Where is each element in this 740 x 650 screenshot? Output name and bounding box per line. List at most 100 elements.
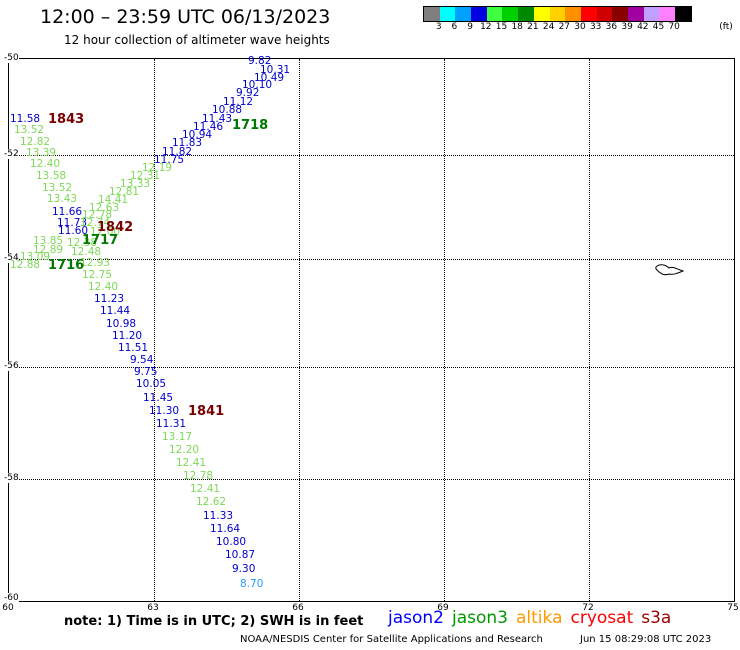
legend-label: 42 [637, 22, 649, 32]
satellite-name: jason2 [388, 608, 444, 628]
wave-height-point: 12.41 [190, 483, 221, 495]
legend-label: 21 [527, 22, 539, 32]
wave-height-point: 12.93 [80, 257, 111, 269]
legend-label: 33 [589, 22, 602, 32]
wave-height-point: 12.40 [30, 158, 61, 170]
wave-height-point: 13.85 [33, 235, 64, 247]
wave-height-point: 12.75 [82, 269, 113, 281]
wave-height-point: 12.19 [142, 162, 173, 174]
generated-time: Jun 15 08:29:08 UTC 2023 [580, 634, 712, 645]
wave-height-point: 12.63 [89, 202, 120, 214]
wave-height-point: 11.58 [10, 113, 41, 125]
legend-swatch [455, 7, 472, 21]
wave-height-point: 9.82 [248, 55, 272, 67]
wave-height-point: 12.00 [90, 226, 121, 238]
wave-height-point: 11.66 [52, 206, 83, 218]
latitude-tick-label: -56 [4, 361, 19, 371]
legend-swatch [502, 7, 519, 21]
wave-height-point: 10.98 [106, 318, 137, 330]
wave-height-point: 12.38 [67, 237, 98, 249]
wave-height-point: 9.30 [232, 563, 256, 575]
wave-height-point: 11.75 [154, 154, 185, 166]
wave-height-point: 10.10 [242, 79, 273, 91]
legend-swatch [612, 7, 628, 21]
wave-height-point: 8.70 [240, 578, 264, 590]
wave-height-point: 11.30 [149, 405, 180, 417]
wave-height-point: 10.31 [260, 64, 291, 76]
longitude-tick-label: 75 [727, 603, 739, 613]
wave-height-point: 9.54 [130, 354, 154, 366]
legend-swatch [580, 7, 597, 21]
wave-height-point: 11.33 [203, 510, 234, 522]
legend-swatch [471, 7, 487, 21]
wave-height-point: 13.52 [14, 124, 45, 136]
wave-height-point: 13.43 [47, 193, 78, 205]
map-subtitle: 12 hour collection of altimeter wave hei… [64, 33, 330, 47]
longitude-tick-label: 60 [2, 603, 14, 613]
longitude-tick-label: 72 [582, 603, 594, 613]
legend-label: 3 [435, 22, 442, 32]
latitude-tick-label: -50 [4, 53, 19, 63]
legend-label: 24 [542, 22, 555, 32]
pass-label: 1716 [48, 258, 85, 273]
legend-label: 6 [451, 22, 458, 32]
legend-label: 9 [467, 22, 473, 32]
wave-height-point: 10.87 [225, 549, 256, 561]
legend-label: 30 [574, 22, 586, 32]
legend-label: 45 [652, 22, 665, 32]
latitude-tick-label: -54 [4, 253, 19, 263]
wave-height-point: 12.31 [130, 170, 161, 182]
wave-height-point: 10.94 [182, 129, 213, 141]
legend-swatch [565, 7, 581, 21]
wave-height-point: 11.45 [143, 392, 174, 404]
wave-height-point: 12.41 [176, 457, 207, 469]
wave-height-point: 9.92 [236, 87, 260, 99]
wave-height-point: 12.81 [109, 186, 140, 198]
footer-note: note: 1) Time is in UTC; 2) SWH is in fe… [64, 614, 364, 629]
meridian-gridline [444, 59, 445, 601]
wave-height-point: 12.88 [10, 259, 41, 271]
pass-label: 1718 [232, 118, 269, 133]
wave-height-point: 10.05 [136, 378, 167, 390]
pass-label: 1717 [82, 233, 119, 248]
wave-height-point: 12.40 [88, 281, 119, 293]
longitude-tick-label: 69 [437, 603, 449, 613]
wave-height-point: 13.58 [36, 170, 67, 182]
wave-height-color-legend [423, 6, 692, 22]
wave-height-point: 10.80 [216, 536, 247, 548]
wave-height-point: 11.23 [94, 293, 125, 305]
wave-height-point: 10.49 [254, 72, 285, 84]
wave-height-point: 11.64 [210, 523, 241, 535]
legend-swatch [659, 7, 675, 21]
wave-height-point: 12.78 [82, 209, 113, 221]
longitude-tick-label: 66 [292, 603, 304, 613]
legend-swatch [549, 7, 566, 21]
wave-height-point: 12.48 [71, 246, 102, 258]
satellite-name: jason3 [452, 608, 508, 628]
legend-swatch [596, 7, 613, 21]
legend-swatch [439, 7, 456, 21]
meridian-gridline [299, 59, 300, 601]
legend-label: 36 [605, 22, 618, 32]
wave-height-point: 11.12 [223, 96, 254, 108]
wave-height-point: 14.41 [98, 194, 129, 206]
parallel-gridline [9, 155, 734, 156]
wave-height-point: 11.82 [162, 146, 193, 158]
wave-height-point: 13.52 [42, 182, 73, 194]
wave-height-point: 11.43 [202, 113, 233, 125]
satellite-legend: jason2 jason3 altika cryosat s3a [388, 608, 679, 628]
latitude-tick-label: -58 [4, 473, 19, 483]
pass-label: 1843 [48, 112, 85, 127]
island-outline [655, 264, 685, 276]
wave-height-point: 12.89 [33, 244, 64, 256]
map-title: 12:00 – 23:59 UTC 06/13/2023 [40, 6, 331, 28]
legend-label: 18 [511, 22, 523, 32]
wave-height-point: 11.31 [156, 418, 187, 430]
satellite-name: altika [516, 608, 563, 628]
pass-label: 1842 [97, 220, 134, 235]
legend-labels: 3 6 9 12 15 18 21 24 27 30 33 36 39 42 45 70 (ft) [423, 22, 740, 36]
legend-swatch [533, 7, 550, 21]
wave-height-point: 11.83 [172, 137, 203, 149]
legend-label: 39 [621, 22, 633, 32]
